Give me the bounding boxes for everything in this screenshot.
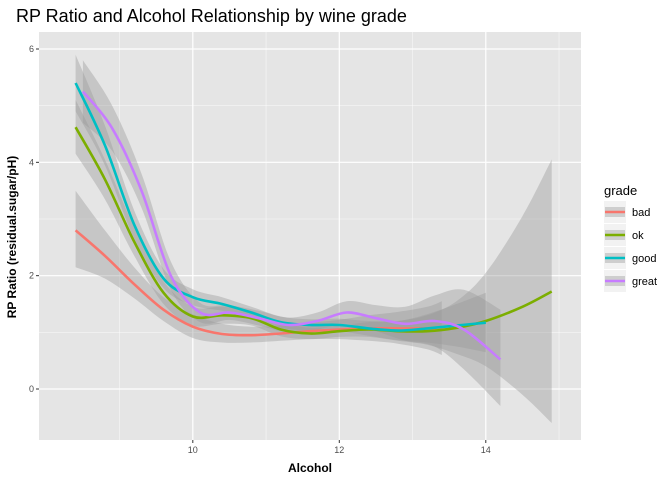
x-axis-ticks: 10 12 14 bbox=[188, 440, 491, 455]
legend-title: grade bbox=[604, 183, 637, 198]
plot-panel bbox=[39, 32, 581, 440]
y-tick-label: 2 bbox=[29, 271, 34, 281]
series-line-good bbox=[74, 82, 486, 332]
x-tick-label: 10 bbox=[188, 445, 198, 455]
chart-title: RP Ratio and Alcohol Relationship by win… bbox=[16, 6, 407, 26]
y-tick-label: 4 bbox=[29, 157, 34, 167]
legend: grade bad ok good great bbox=[604, 183, 657, 292]
y-tick-label: 0 bbox=[29, 384, 34, 394]
y-tick-label: 6 bbox=[29, 44, 34, 54]
y-axis-title: RP Ratio (residual.sugar/pH) bbox=[5, 156, 19, 318]
series-lines bbox=[74, 82, 553, 361]
confidence-ribbon-bad bbox=[75, 190, 442, 355]
series-line-great bbox=[81, 90, 502, 361]
legend-label-good: good bbox=[632, 253, 656, 265]
series-line-ok bbox=[74, 126, 553, 335]
confidence-ribbon-ok bbox=[75, 100, 552, 423]
x-axis-title: Alcohol bbox=[288, 461, 332, 475]
grid-major bbox=[39, 32, 581, 440]
legend-label-ok: ok bbox=[632, 230, 644, 242]
x-tick-label: 12 bbox=[334, 445, 344, 455]
series-line-bad bbox=[74, 229, 442, 337]
x-tick-label: 14 bbox=[481, 445, 491, 455]
grid-minor bbox=[39, 32, 581, 440]
y-axis-ticks: 0 2 4 6 bbox=[29, 44, 39, 394]
legend-label-bad: bad bbox=[632, 207, 650, 219]
confidence-ribbon-great bbox=[82, 60, 501, 407]
legend-label-great: great bbox=[632, 276, 657, 288]
